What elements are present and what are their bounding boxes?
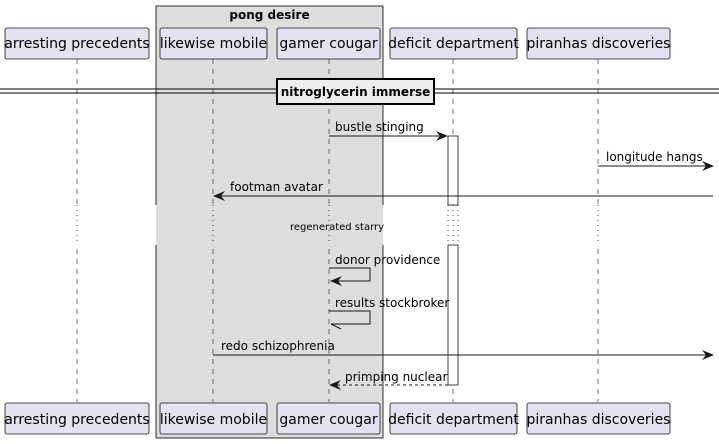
svg-text:likewise mobile: likewise mobile xyxy=(160,36,267,52)
participant-arresting-top: arresting precedents xyxy=(4,27,150,60)
activation-deficit-cont xyxy=(447,244,459,386)
message-arrow-donor xyxy=(329,267,371,286)
message-label-primping: primping nuclear xyxy=(345,370,447,384)
delay-dots xyxy=(76,205,599,245)
divider-label: nitroglycerin immerse xyxy=(281,85,431,99)
activation-deficit xyxy=(447,135,459,206)
participant-likewise-bottom: likewise mobile xyxy=(159,402,268,435)
message-label-bustle: bustle stinging xyxy=(335,120,424,134)
divider-box xyxy=(276,78,435,105)
message-label-donor: donor providence xyxy=(335,253,440,267)
svg-text:arresting precedents: arresting precedents xyxy=(4,36,149,52)
participant-deficit-bottom: deficit department xyxy=(388,402,519,435)
svg-text:piranhas discoveries: piranhas discoveries xyxy=(527,36,671,52)
message-label-redo: redo schizophrenia xyxy=(221,339,335,353)
svg-text:deficit department: deficit department xyxy=(388,412,519,428)
delay-label: regenerated starry xyxy=(290,222,384,233)
svg-text:gamer cougar: gamer cougar xyxy=(279,36,378,52)
participant-arresting-bottom: arresting precedents xyxy=(4,402,150,435)
message-label-longitude: longitude hangs xyxy=(606,150,703,164)
svg-text:arresting precedents: arresting precedents xyxy=(4,412,149,428)
message-label-results: results stockbroker xyxy=(335,296,449,310)
message-label-footman: footman avatar xyxy=(230,180,323,194)
participant-piranhas-bottom: piranhas discoveries xyxy=(527,402,671,435)
svg-text:gamer cougar: gamer cougar xyxy=(279,412,378,428)
svg-text:piranhas discoveries: piranhas discoveries xyxy=(527,412,671,428)
svg-text:likewise mobile: likewise mobile xyxy=(160,412,267,428)
message-arrow-results xyxy=(329,310,371,325)
participant-deficit-top: deficit department xyxy=(388,27,519,60)
group-title: pong desire xyxy=(229,8,309,22)
svg-text:deficit department: deficit department xyxy=(388,36,519,52)
participant-likewise-top: likewise mobile xyxy=(159,27,268,60)
participant-piranhas-top: piranhas discoveries xyxy=(527,27,671,60)
participant-gamer-top: gamer cougar xyxy=(276,27,381,60)
participant-gamer-bottom: gamer cougar xyxy=(276,402,381,435)
